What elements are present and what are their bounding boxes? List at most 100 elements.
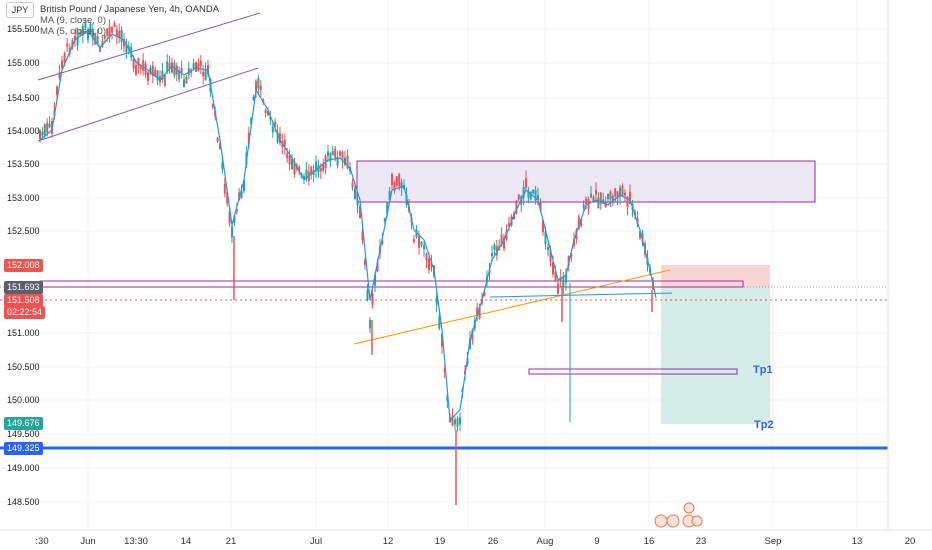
- candle-body: [611, 195, 614, 204]
- candle-body: [310, 166, 313, 175]
- candle-body: [329, 153, 332, 162]
- date-tick: Jul: [309, 536, 323, 547]
- candle-body: [197, 63, 200, 71]
- candle-body: [582, 204, 585, 208]
- candle-body: [228, 211, 231, 224]
- candle-body: [101, 41, 104, 47]
- candle-body: [163, 74, 166, 86]
- candle-body: [423, 245, 425, 250]
- candle-body: [259, 85, 262, 91]
- candle-body: [132, 58, 135, 69]
- candle-body: [264, 110, 267, 114]
- candle-body: [204, 69, 207, 81]
- candle-body: [276, 131, 279, 143]
- price-tick: 151.000: [7, 328, 40, 338]
- candle-body: [503, 237, 505, 249]
- candle-body: [89, 24, 92, 35]
- candle-body: [552, 262, 554, 275]
- candle-body: [178, 71, 181, 80]
- candle-body: [84, 21, 87, 29]
- candle-body: [199, 60, 202, 67]
- candle-body: [405, 194, 408, 205]
- candle-body: [139, 65, 142, 70]
- candle-body: [500, 234, 503, 246]
- candle-body: [283, 140, 286, 147]
- ma1-legend[interactable]: MA (9, close, 0): [40, 15, 106, 26]
- candle-body: [322, 164, 325, 171]
- stop-loss-zone[interactable]: [661, 265, 770, 287]
- candle-body: [192, 63, 195, 69]
- candle-body: [604, 202, 607, 208]
- price-badge-high: 152.008: [4, 259, 43, 272]
- candle-body: [366, 289, 369, 301]
- candle-body: [537, 195, 539, 200]
- candle-body: [96, 36, 99, 45]
- candle-body: [386, 202, 389, 215]
- candle-body: [418, 235, 420, 248]
- candle-body: [91, 28, 94, 39]
- price-tick: 155.500: [7, 24, 40, 34]
- candle-body: [441, 333, 443, 347]
- candle-body: [483, 291, 486, 297]
- candle-body: [288, 155, 291, 165]
- candle-body: [161, 70, 164, 80]
- candle-body: [557, 283, 559, 294]
- horizontal-ray[interactable]: [489, 292, 673, 298]
- candle-body: [539, 202, 542, 211]
- candle-body: [87, 32, 89, 40]
- candle-body: [595, 189, 597, 195]
- candle-body: [459, 417, 461, 425]
- candle-body: [619, 187, 621, 197]
- candle-body: [271, 126, 274, 133]
- candle-body: [166, 61, 169, 72]
- date-tick: 12: [382, 536, 394, 547]
- candle-body: [364, 260, 366, 265]
- candle-body: [629, 191, 631, 205]
- ascending-trendline[interactable]: [353, 269, 671, 345]
- candle-body: [231, 226, 233, 238]
- channel-upper-line[interactable]: [37, 12, 261, 81]
- channel-lower-line[interactable]: [37, 67, 259, 142]
- candle-body: [346, 155, 349, 169]
- candle-body: [142, 60, 145, 71]
- date-tick: 13: [851, 536, 863, 547]
- candle-body: [376, 261, 379, 272]
- candle-body: [609, 191, 612, 200]
- candle-body: [144, 63, 147, 75]
- candle-body: [388, 190, 391, 201]
- candle-body: [339, 151, 341, 156]
- candle-body: [147, 72, 149, 82]
- candle-body: [400, 182, 403, 189]
- grid: [0, 0, 888, 530]
- candle-body: [66, 43, 69, 47]
- candle-body: [293, 161, 296, 175]
- candle-body: [240, 190, 243, 199]
- candle-body: [221, 162, 224, 170]
- candle-body: [235, 208, 238, 212]
- candle-body: [359, 205, 361, 219]
- candle-body: [99, 48, 101, 52]
- ticker-badge[interactable]: JPY: [6, 2, 34, 18]
- candle-body: [298, 166, 301, 172]
- date-tick: Jun: [80, 536, 96, 547]
- price-tick: 149.500: [7, 429, 40, 439]
- candle-body: [354, 188, 356, 199]
- ma2-legend[interactable]: MA (5, close, 0): [40, 26, 106, 37]
- candle-body: [454, 419, 456, 425]
- date-tick: 21: [225, 536, 237, 547]
- tp1-zone-box[interactable]: [528, 368, 738, 375]
- date-tick: 20: [904, 536, 916, 547]
- candle-body: [562, 276, 565, 287]
- price-badge-current: 151.508: [4, 294, 43, 307]
- candle-body: [149, 67, 152, 75]
- take-profit-zone[interactable]: [661, 287, 770, 424]
- event-markers[interactable]: [654, 502, 703, 528]
- candle-body: [76, 33, 79, 46]
- price-tick: 154.500: [7, 93, 40, 103]
- candle-body: [305, 169, 308, 179]
- candle-body: [137, 57, 140, 67]
- price-tick: 150.000: [7, 395, 40, 405]
- candle-body: [63, 53, 66, 63]
- resistance-zone[interactable]: [356, 160, 816, 203]
